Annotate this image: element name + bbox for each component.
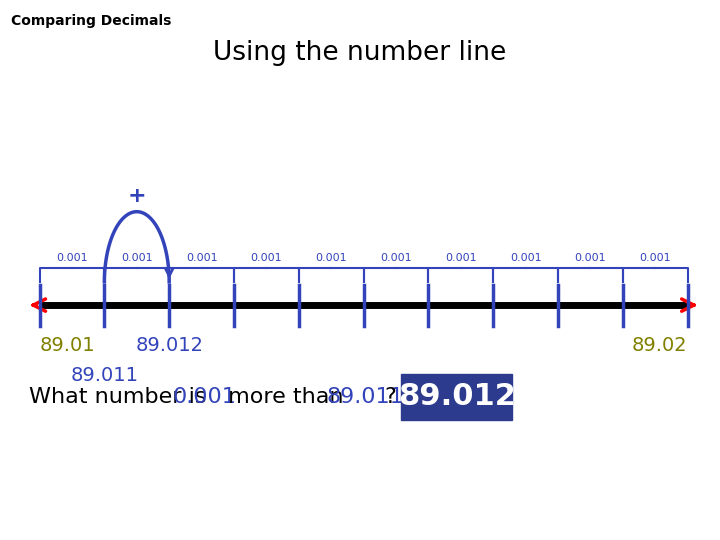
Text: +: +: [127, 186, 146, 206]
Text: 0.001: 0.001: [445, 253, 477, 263]
Text: 89.011: 89.011: [71, 366, 138, 385]
Text: Comparing Decimals: Comparing Decimals: [11, 14, 171, 28]
Text: 0.001: 0.001: [510, 253, 541, 263]
Text: 0.001: 0.001: [380, 253, 412, 263]
Text: 89.012: 89.012: [397, 382, 516, 411]
FancyBboxPatch shape: [401, 374, 513, 420]
Text: ?: ?: [384, 387, 396, 407]
Text: 0.001: 0.001: [56, 253, 88, 263]
Text: more than: more than: [221, 387, 351, 407]
Text: What number is: What number is: [29, 387, 213, 407]
Text: 0.001: 0.001: [315, 253, 347, 263]
Text: 89.01: 89.01: [40, 336, 95, 355]
Text: 0.001: 0.001: [639, 253, 671, 263]
Text: 0.001: 0.001: [186, 253, 217, 263]
Text: 89.02: 89.02: [632, 336, 688, 355]
Text: Using the number line: Using the number line: [213, 40, 507, 66]
Text: 0.001: 0.001: [575, 253, 606, 263]
Text: 89.011: 89.011: [326, 387, 404, 407]
Text: 0.001: 0.001: [173, 387, 237, 407]
Text: 0.001: 0.001: [251, 253, 282, 263]
Text: 89.012: 89.012: [135, 336, 203, 355]
Text: 0.001: 0.001: [121, 253, 153, 263]
